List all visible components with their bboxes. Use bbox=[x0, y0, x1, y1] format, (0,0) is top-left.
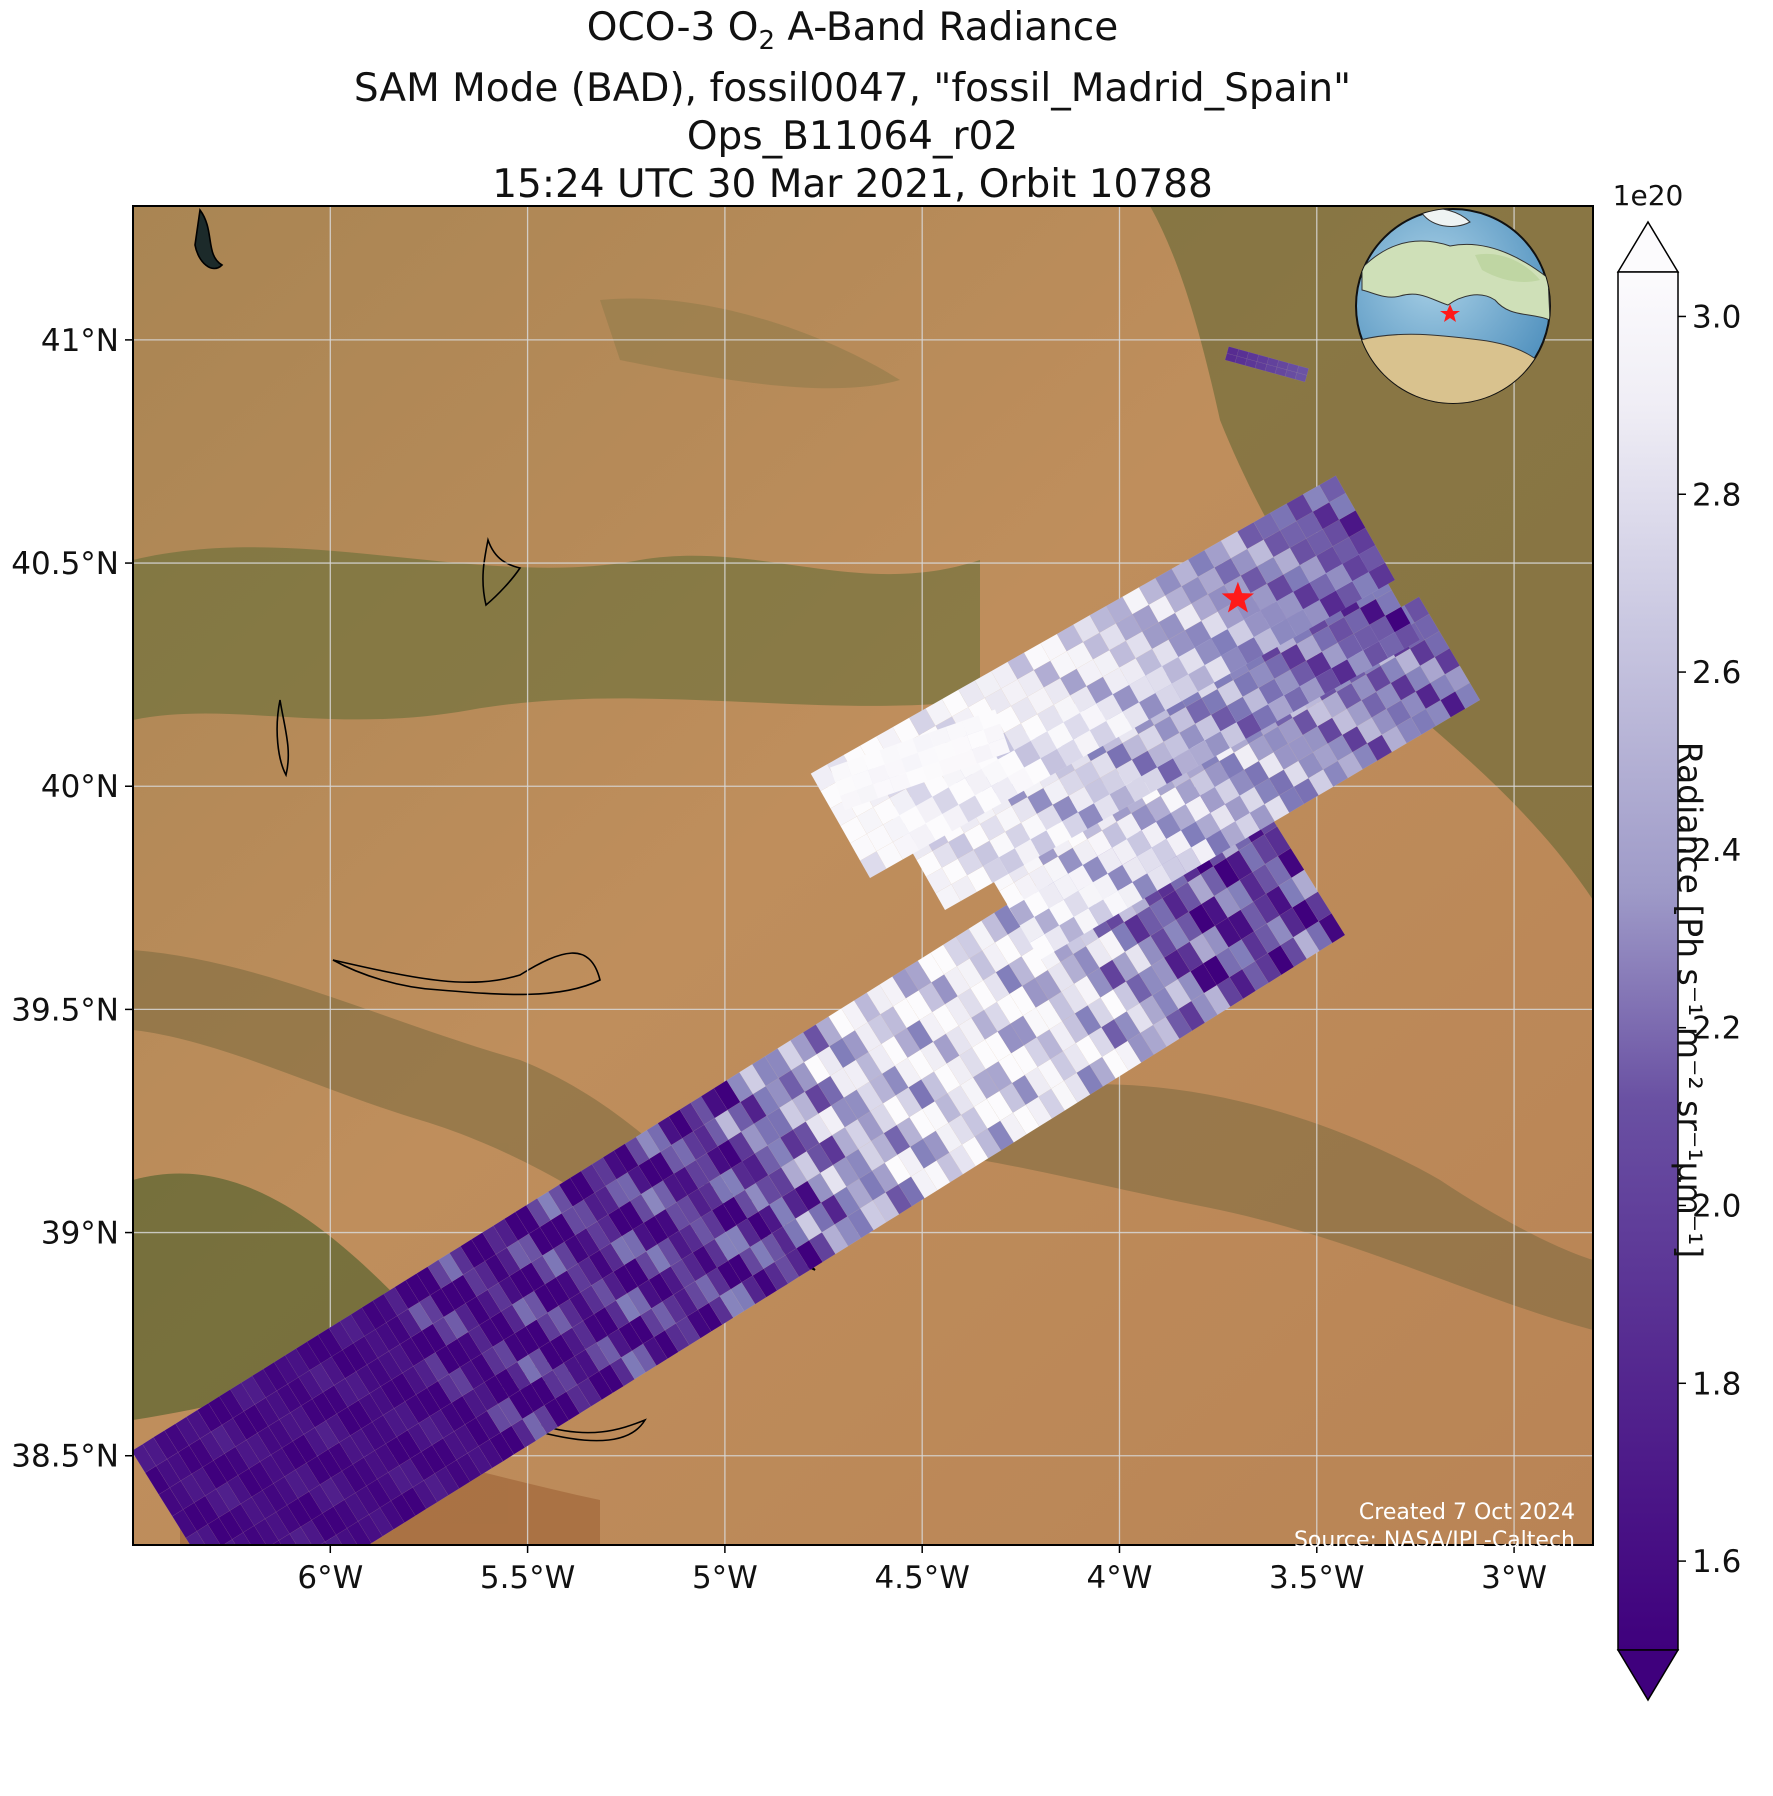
target-star-marker bbox=[1221, 581, 1254, 613]
tick-label-lon: 4.5°W bbox=[874, 1560, 969, 1596]
tick-label-lat: 40.5°N bbox=[11, 546, 119, 582]
tick-label-lon: 4°W bbox=[1087, 1560, 1153, 1596]
colorbar-tick-label: 2.4 bbox=[1692, 833, 1741, 869]
colorbar-ticks: 1.6 1.8 2.0 2.2 2.4 2.6 2.8 3.0 bbox=[1678, 299, 1741, 1580]
tick-label-lat: 40°N bbox=[41, 769, 119, 805]
latitude-ticks: 38.5°N 39°N 39.5°N 40°N 40.5°N 41°N bbox=[11, 323, 133, 1475]
colorbar-tick-label: 1.6 bbox=[1692, 1544, 1741, 1580]
inset-globe bbox=[1355, 208, 1551, 404]
tick-label-lat: 39°N bbox=[41, 1216, 119, 1252]
map-frame bbox=[132, 205, 1594, 1546]
swath-strip bbox=[133, 1095, 811, 1545]
title-line-4: 15:24 UTC 30 Mar 2021, Orbit 10788 bbox=[492, 161, 1213, 207]
tick-label-lon: 5°W bbox=[692, 1560, 758, 1596]
tick-label-lat: 38.5°N bbox=[11, 1439, 119, 1475]
colorbar-extend-min bbox=[1616, 1649, 1680, 1702]
swath-strip bbox=[829, 709, 1011, 811]
tick-label-lon: 5.5°W bbox=[480, 1560, 575, 1596]
tick-label-lon: 3°W bbox=[1481, 1560, 1547, 1596]
colorbar-tick-label: 2.8 bbox=[1692, 477, 1741, 513]
radiance-swath bbox=[133, 346, 1481, 1545]
longitude-ticks: 6°W 5.5°W 5°W 4.5°W 4°W 3.5°W 3°W bbox=[297, 1545, 1547, 1596]
colorbar-tick-label: 1.8 bbox=[1692, 1366, 1741, 1402]
tick-label-lat: 39.5°N bbox=[11, 992, 119, 1028]
tick-label-lat: 41°N bbox=[41, 323, 119, 359]
colorbar-label: Radiance [Ph s⁻¹ m⁻² sr⁻¹μm⁻¹] bbox=[1670, 741, 1710, 1259]
globe-target-star bbox=[1440, 304, 1460, 322]
colorbar-extend-max bbox=[1616, 220, 1680, 273]
colorbar: 1.6 1.8 2.0 2.2 2.4 2.6 2.8 3.0 1e20 bbox=[1613, 179, 1741, 1702]
colorbar-gradient bbox=[1617, 271, 1679, 1651]
colorbar-scale-label: 1e20 bbox=[1613, 179, 1684, 212]
credit-source: Source: NASA/JPL-Caltech bbox=[1293, 1528, 1575, 1553]
colorbar-tick-label: 2.6 bbox=[1692, 655, 1741, 691]
colorbar-tick-label: 3.0 bbox=[1692, 299, 1741, 335]
swath-strip bbox=[810, 475, 1396, 879]
target-marker-layer bbox=[1221, 581, 1254, 613]
colorbar-tick-label: 2.0 bbox=[1692, 1188, 1741, 1224]
swath-strip bbox=[1224, 346, 1309, 383]
colorbar-tick-label: 2.2 bbox=[1692, 1011, 1741, 1047]
credit-created: Created 7 Oct 2024 bbox=[1358, 1500, 1575, 1525]
tick-label-lon: 6°W bbox=[297, 1560, 363, 1596]
title-line-2: SAM Mode (BAD), fossil0047, "fossil_Madr… bbox=[353, 65, 1352, 111]
title-line-3: Ops_B11064_r02 bbox=[686, 113, 1019, 159]
tick-label-lon: 3.5°W bbox=[1269, 1560, 1364, 1596]
title-line-1: OCO-3 O2 A-Band Radiance bbox=[586, 5, 1119, 56]
chart-title: OCO-3 O2 A-Band Radiance SAM Mode (BAD),… bbox=[115, 4, 1590, 209]
